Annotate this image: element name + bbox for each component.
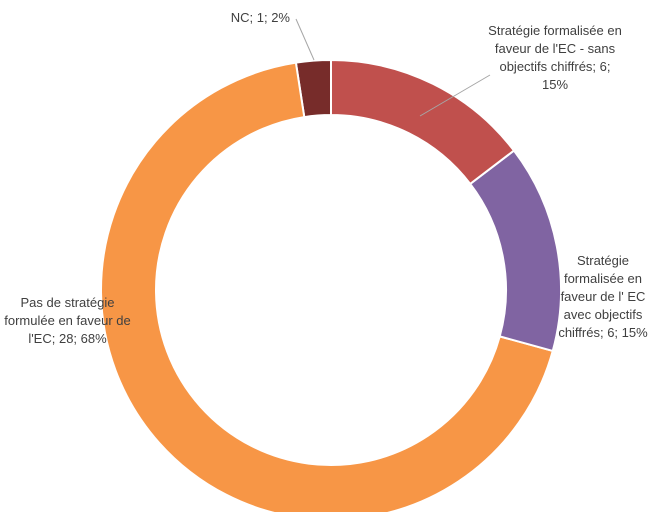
- donut-segment: [330, 58, 516, 186]
- data-label: NC; 1; 2%: [230, 10, 290, 25]
- donut-segment: [468, 149, 562, 353]
- data-label: Stratégie formalisée en faveur de l' EC …: [558, 253, 648, 340]
- data-label: Pas de stratégie formulée en faveur de l…: [4, 295, 131, 346]
- data-label: Stratégie formalisée en faveur de l'EC -…: [488, 23, 622, 92]
- leader-line: [419, 74, 491, 117]
- leader-line: [295, 18, 315, 61]
- donut-segment: [100, 61, 555, 512]
